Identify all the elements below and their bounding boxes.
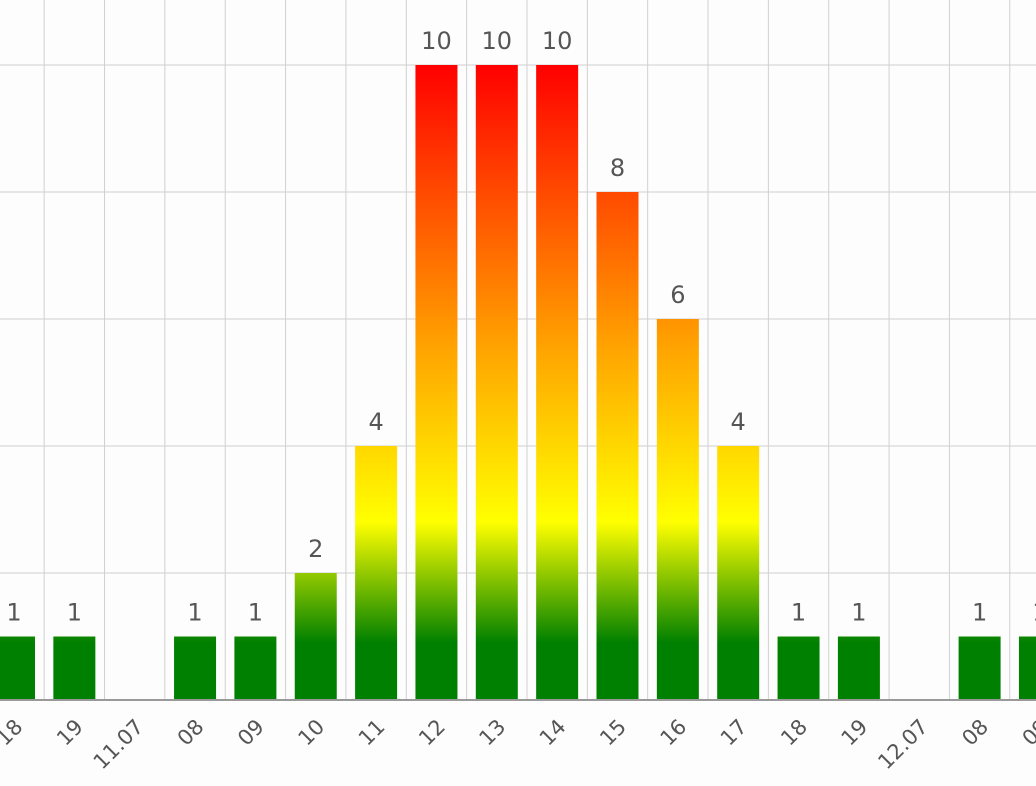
bars [0,65,1036,700]
x-tick-labels: 18 19 11.07 08 09 10 11 12 13 14 15 16 17 18 19 12.07 08… [0,715,1036,774]
bar [174,636,217,700]
x-tick-label: 19 [52,715,88,751]
data-label: 8 [610,154,625,182]
x-tick-label: 14 [535,715,571,751]
data-label: 1 [248,599,263,627]
data-label: 4 [368,408,383,436]
x-tick-label: 09 [1018,715,1036,751]
x-tick-label: 17 [716,715,752,751]
data-label: 6 [670,281,685,309]
bar [656,319,699,700]
x-tick-label: 18 [0,715,28,751]
bar [717,446,760,700]
x-tick-label: 12.07 [873,715,932,774]
data-labels: 1 1 1 1 2 4 10 10 10 8 6 4 1 1 1 1 [6,27,1036,627]
x-tick-label: 11.07 [89,715,148,774]
data-label: 1 [972,599,987,627]
data-label: 2 [308,535,323,563]
bar [1018,636,1036,700]
x-tick-label: 19 [837,715,873,751]
data-label: 1 [791,599,806,627]
x-tick-label: 10 [293,715,329,751]
data-label: 1 [851,599,866,627]
data-label: 10 [482,27,513,55]
bar [294,573,337,700]
x-tick-label: 12 [414,715,450,751]
bar [355,446,398,700]
bar [234,636,277,700]
x-tick-label: 13 [474,715,510,751]
grid-lines [0,0,1036,700]
data-label: 10 [542,27,573,55]
bar [958,636,1001,700]
bar [415,65,458,700]
data-label: 1 [187,599,202,627]
bar [475,65,518,700]
bar [536,65,579,700]
bar [0,636,35,700]
x-tick-label: 08 [957,715,993,751]
bar [777,636,820,700]
data-label: 1 [67,599,82,627]
bar [596,192,639,700]
x-tick-label: 15 [595,715,631,751]
data-label: 1 [1032,599,1036,627]
x-tick-label: 09 [233,715,269,751]
x-tick-label: 08 [173,715,209,751]
data-label: 4 [731,408,746,436]
x-tick-label: 18 [776,715,812,751]
bar [837,636,880,700]
x-tick-label: 11 [354,715,390,751]
x-tick-label: 16 [656,715,692,751]
data-label: 1 [6,599,21,627]
bar [53,636,96,700]
data-label: 10 [421,27,452,55]
